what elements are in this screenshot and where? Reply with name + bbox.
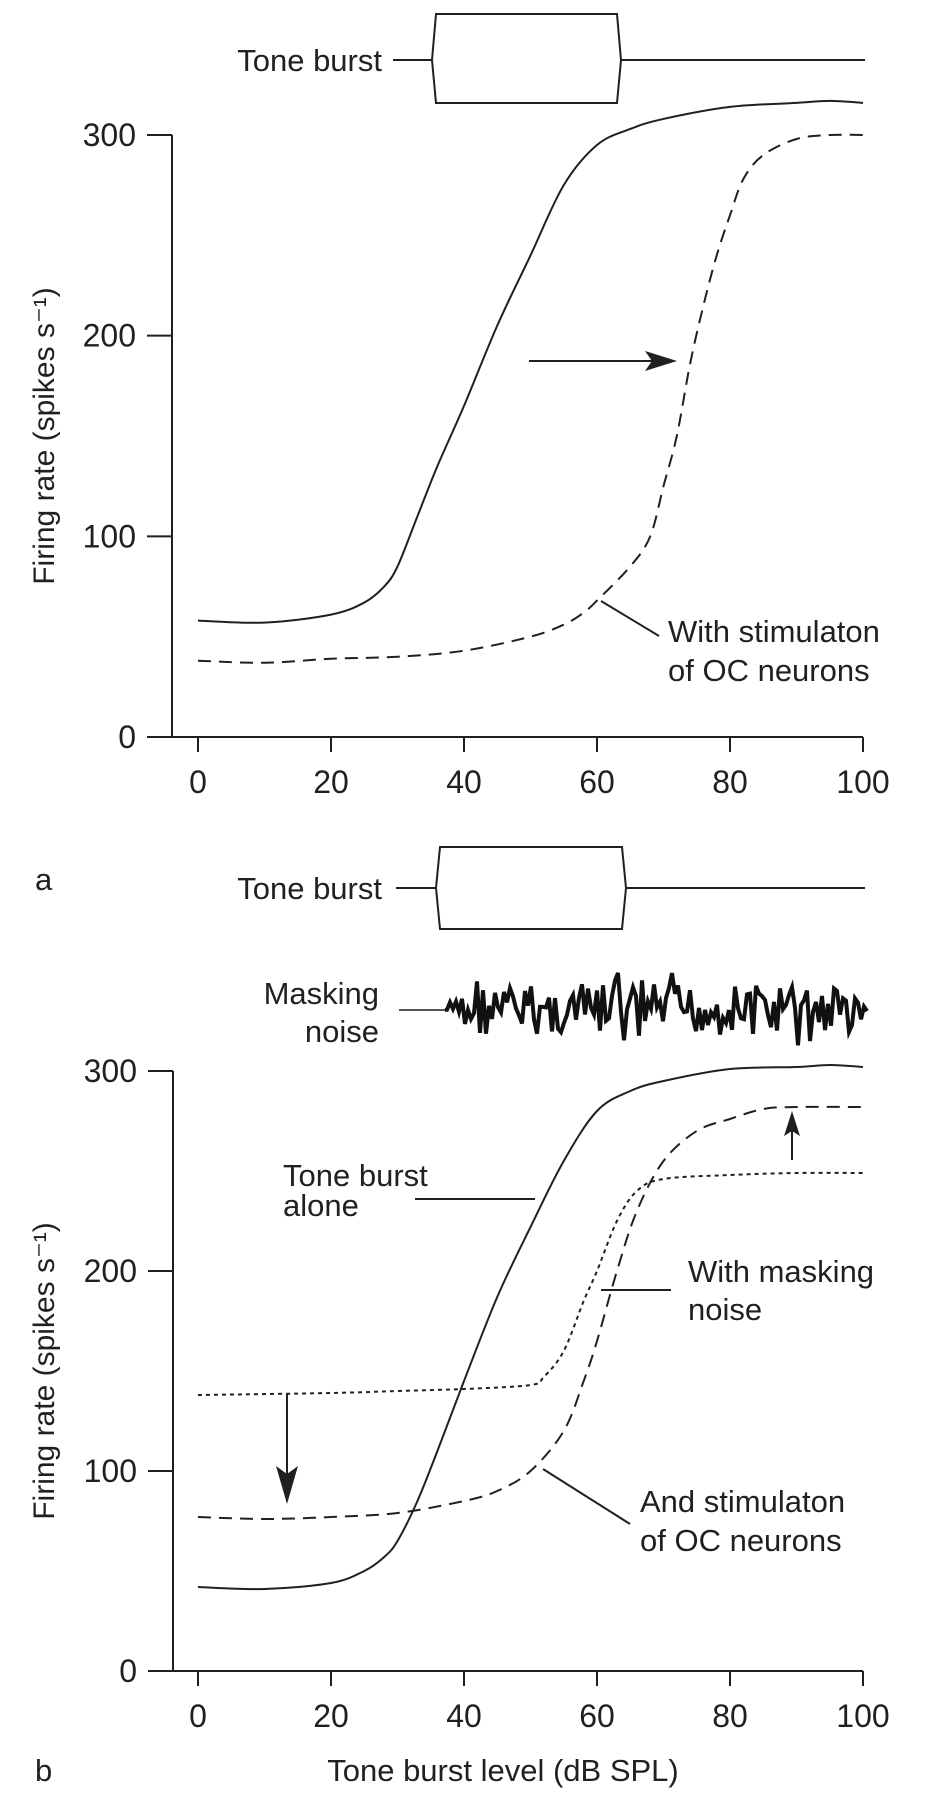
y-tick-label: 0 [119,1653,137,1689]
x-axis-label: Tone burst level (dB SPL) [327,1753,679,1788]
x-tick-label: 80 [712,764,748,800]
x-tick-label: 100 [836,764,889,800]
x-tick-label: 100 [836,1698,889,1734]
tone-burst-label-a: Tone burst [237,43,382,78]
annotation-oc-b-line2: of OC neurons [640,1523,842,1558]
y-tick-label: 300 [84,1053,137,1089]
x-tick-label: 0 [189,764,207,800]
y-tick-label: 200 [84,1253,137,1289]
y-tick-label: 200 [83,318,136,354]
x-tick-label: 20 [313,1698,349,1734]
x-tick-label: 20 [313,764,349,800]
panel-b-curves [197,1063,864,1591]
y-tick-label: 300 [83,117,136,153]
series-line-and-stimulaton-of-oc-neurons [197,1105,864,1521]
tone-burst-label-b: Tone burst [237,871,382,906]
series-line-tone-burst-alone [197,1063,864,1591]
y-tick-label: 100 [84,1453,137,1489]
shift-arrow-head-icon [645,351,677,371]
masking-noise-label-line1: Masking [264,976,379,1011]
y-axis-label: Firing rate (spikes s⁻¹) [28,287,61,585]
annotation-oc-a-line2: of OC neurons [668,653,870,688]
leader-line-oc-a [600,600,660,637]
masking-noise-waveform [444,972,869,1046]
down-arrow-head-icon [276,1466,298,1504]
annotation-alone-line2: alone [283,1188,359,1223]
panel-a-axes: 0 100 200 300 0 20 40 60 80 100 Firing rate (spike… [28,117,890,800]
x-tick-label: 60 [579,1698,615,1734]
y-axis-label: Firing rate (spikes s⁻¹) [28,1222,61,1520]
panel-a-curves [197,99,864,664]
x-tick-label: 40 [446,764,482,800]
series-line-tone-burst [197,99,864,624]
up-arrow-head-icon [784,1111,800,1136]
panel-label-b: b [35,1753,52,1788]
annotation-alone-line1: Tone burst [283,1158,428,1193]
series-line-with-stimulaton-of-oc-neurons [197,133,864,664]
annotation-masking-line1: With masking [688,1254,874,1289]
y-tick-label: 100 [83,518,136,554]
panel-a-annotations: With stimulaton of OC neurons [529,351,880,688]
leader-line-oc-b [542,1468,631,1525]
panel-b-stimulus: Tone burst Masking noise [237,846,869,1049]
x-tick-label: 80 [712,1698,748,1734]
x-tick-label: 60 [579,764,615,800]
x-tick-label: 0 [189,1698,207,1734]
panel-b-annotations: Tone burst alone With masking noise And … [276,1111,874,1558]
y-tick-label: 0 [118,719,136,755]
panel-b-axes: 0 100 200 300 0 20 40 60 80 100 Firing rate (spike… [28,1053,890,1734]
annotation-masking-line2: noise [688,1292,762,1327]
panel-a-stimulus: Tone burst [237,13,865,104]
panel-label-a: a [35,862,53,897]
tone-burst-envelope-b [396,846,865,930]
masking-noise-label-line2: noise [305,1014,379,1049]
x-tick-label: 40 [446,1698,482,1734]
tone-burst-envelope-a [393,13,865,104]
annotation-oc-a-line1: With stimulaton [668,614,880,649]
annotation-oc-b-line1: And stimulaton [640,1484,845,1519]
